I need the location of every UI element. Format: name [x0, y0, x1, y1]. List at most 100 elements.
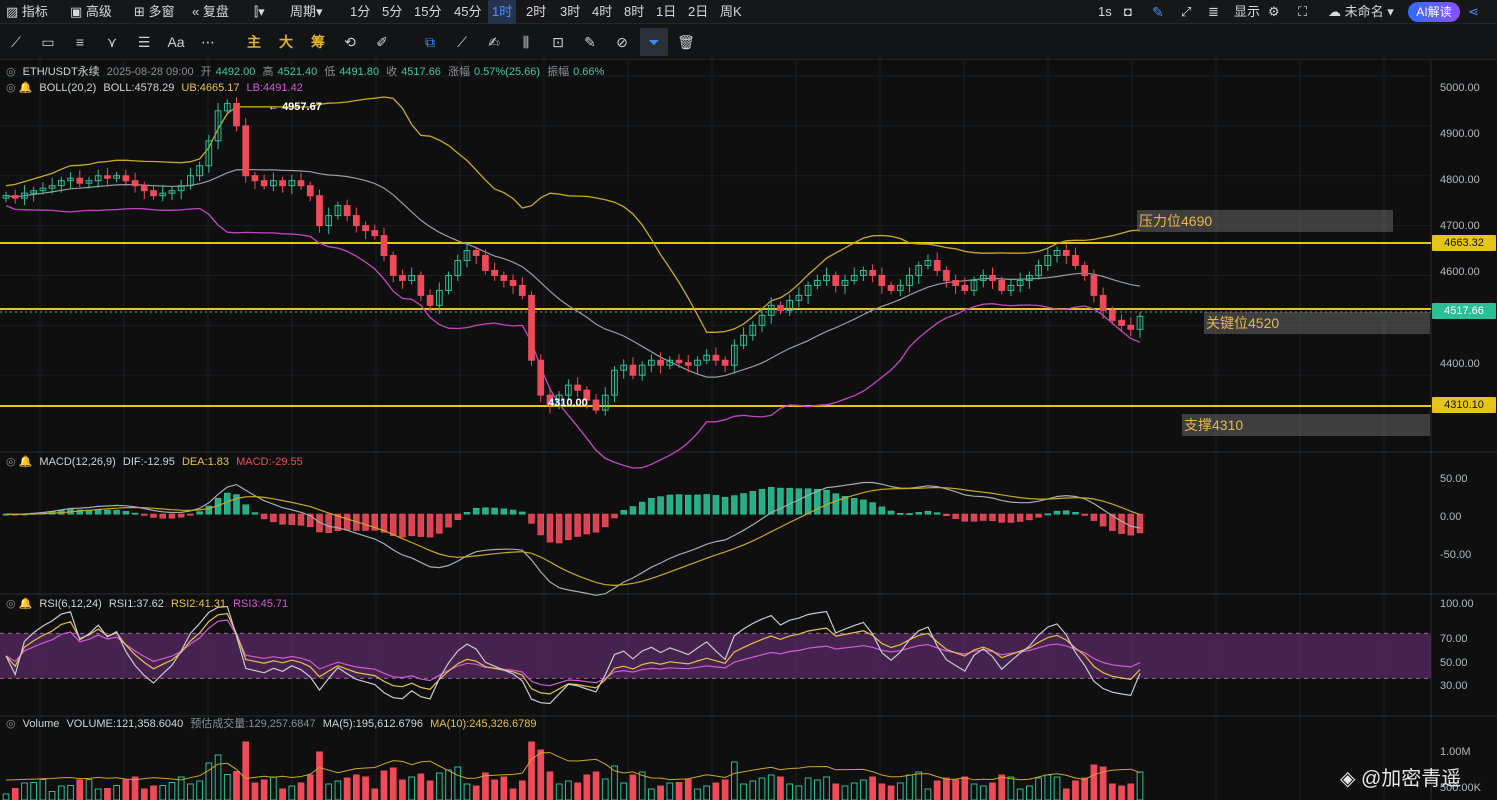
- replay-button[interactable]: « 复盘: [192, 4, 229, 19]
- big-button[interactable]: 大: [279, 34, 293, 50]
- main-button[interactable]: 主: [247, 34, 261, 50]
- wave-tool-icon[interactable]: ⋎: [106, 34, 118, 50]
- macd-visibility-icon[interactable]: ◎ 🔔: [6, 456, 33, 468]
- more-tools-icon[interactable]: ⋯: [201, 34, 215, 50]
- interval-tab-3[interactable]: 45分: [454, 4, 482, 19]
- candle-body: [740, 334, 747, 346]
- magnet-icon[interactable]: ⟲: [344, 34, 356, 50]
- price-tick: 4900.00: [1440, 128, 1480, 140]
- candle-body: [334, 205, 342, 217]
- interval-tab-0[interactable]: 1分: [350, 4, 371, 19]
- note-icon[interactable]: ✎: [584, 34, 596, 50]
- volume-bar: [878, 783, 886, 800]
- volume-bar: [1016, 788, 1024, 800]
- candle-body: [2, 195, 10, 199]
- volume-bar: [601, 778, 609, 800]
- fullscreen-toggle-icon[interactable]: ⛶: [1298, 4, 1308, 19]
- line-tool-icon[interactable]: ⟋: [11, 34, 21, 50]
- interval-tab-7[interactable]: 4时: [592, 4, 613, 19]
- support-note[interactable]: 支撑4310: [1182, 414, 1430, 436]
- macd-bar: [1044, 513, 1052, 516]
- macd-legend: ◎ 🔔 MACD(12,26,9) DIF:-12.95 DEA:1.83 MA…: [6, 455, 307, 468]
- lock-icon[interactable]: ⊡: [552, 34, 564, 50]
- fib-tool-icon[interactable]: ≡: [75, 34, 85, 50]
- high-value: 4521.40: [277, 66, 318, 78]
- filter-icon[interactable]: ⏷: [640, 28, 668, 56]
- rectangle-tool-icon[interactable]: ▭: [41, 34, 55, 50]
- pencil-icon[interactable]: ✎: [1152, 4, 1164, 20]
- resistance-note[interactable]: 压力位4690: [1137, 210, 1393, 232]
- parallel-tool-icon[interactable]: ☰: [137, 34, 151, 50]
- candle-body: [205, 140, 213, 167]
- volume-bar: [76, 779, 84, 800]
- chart-canvas[interactable]: [0, 60, 1497, 800]
- volume-bar: [537, 749, 545, 800]
- key-level-note[interactable]: 关键位4520: [1204, 312, 1430, 334]
- camera-icon[interactable]: ◘: [1124, 4, 1132, 19]
- boll-visibility-icon[interactable]: ◎ 🔔: [6, 82, 33, 94]
- volume-bar: [952, 779, 959, 800]
- macd-bar: [233, 494, 240, 515]
- visibility-toggle-icon[interactable]: ◎: [6, 66, 16, 78]
- rsi-visibility-icon[interactable]: ◎ 🔔: [6, 598, 33, 610]
- volume-bar: [620, 782, 628, 800]
- macd-bar: [445, 513, 452, 528]
- candle-body: [758, 314, 766, 326]
- ai-interpret-button[interactable]: AI解读: [1408, 2, 1460, 22]
- close-value: 4517.66: [401, 66, 441, 78]
- candle-body: [906, 274, 913, 286]
- macd-bar: [611, 513, 618, 519]
- candle-body: [482, 255, 489, 271]
- chart-type-button[interactable]: ⫿▾: [254, 4, 265, 19]
- interval-tab-8[interactable]: 8时: [624, 4, 645, 19]
- rsi-tick: 70.00: [1440, 633, 1468, 645]
- refresh-rate-button[interactable]: 1s: [1098, 4, 1112, 19]
- candle-body: [611, 369, 618, 396]
- ruler-icon[interactable]: ⟋: [457, 34, 467, 50]
- macd-bar: [620, 510, 627, 515]
- share-icon[interactable]: ⋖: [1468, 4, 1479, 19]
- interval-tab-6[interactable]: 3时: [560, 4, 581, 19]
- macd-bar: [869, 502, 876, 515]
- candle-body: [675, 359, 683, 364]
- copy-icon[interactable]: ⧉: [425, 34, 435, 50]
- low-value: 4491.80: [339, 66, 380, 78]
- eraser-pen-icon[interactable]: ✐: [376, 34, 388, 50]
- trash-icon[interactable]: 🗑: [677, 34, 695, 50]
- volume-bar: [1007, 776, 1015, 800]
- macd-bar: [565, 513, 572, 541]
- chip-button[interactable]: 筹: [311, 34, 325, 50]
- volume-bar: [896, 782, 904, 800]
- boll-upper-line: [5, 96, 1141, 333]
- volume-bar: [380, 770, 388, 800]
- layout-dropdown[interactable]: ☁ 未命名 ▾: [1328, 4, 1394, 19]
- macd-bar: [168, 513, 176, 519]
- candle-body: [924, 259, 932, 266]
- macd-bar: [491, 507, 498, 515]
- volume-visibility-icon[interactable]: ◎: [6, 718, 16, 730]
- interval-tab-10[interactable]: 2日: [688, 4, 709, 19]
- brush-icon[interactable]: ✍: [488, 34, 500, 50]
- multi-window-button[interactable]: ⊞ 多窗: [134, 4, 175, 19]
- volume-bar: [648, 788, 655, 800]
- rsi1-line: [5, 605, 1141, 705]
- interval-tab-1[interactable]: 5分: [382, 4, 403, 19]
- list-icon[interactable]: ≣: [1208, 4, 1219, 19]
- candle-body: [518, 284, 526, 296]
- interval-tab-11[interactable]: 周K: [720, 4, 742, 19]
- candle-body: [823, 274, 830, 281]
- text-tool-icon[interactable]: Aa: [167, 34, 185, 50]
- display-button[interactable]: 显示: [1234, 4, 1261, 19]
- interval-tab-4[interactable]: 1时: [488, 0, 517, 24]
- indicators-button[interactable]: ▨ 指标: [6, 4, 48, 19]
- advanced-button[interactable]: ▣ 高级: [70, 4, 112, 19]
- candles-icon[interactable]: ⫼: [522, 34, 530, 50]
- volume-bar: [399, 779, 406, 800]
- fullscreen-icon[interactable]: ⤢: [1181, 4, 1192, 19]
- interval-tab-9[interactable]: 1日: [656, 4, 677, 19]
- interval-tab-5[interactable]: 2时: [526, 4, 547, 19]
- hide-icon[interactable]: ⊘: [616, 34, 628, 50]
- settings-gear-icon[interactable]: ⚙: [1268, 4, 1280, 19]
- period-dropdown[interactable]: 周期▾: [290, 4, 323, 19]
- interval-tab-2[interactable]: 15分: [414, 4, 442, 19]
